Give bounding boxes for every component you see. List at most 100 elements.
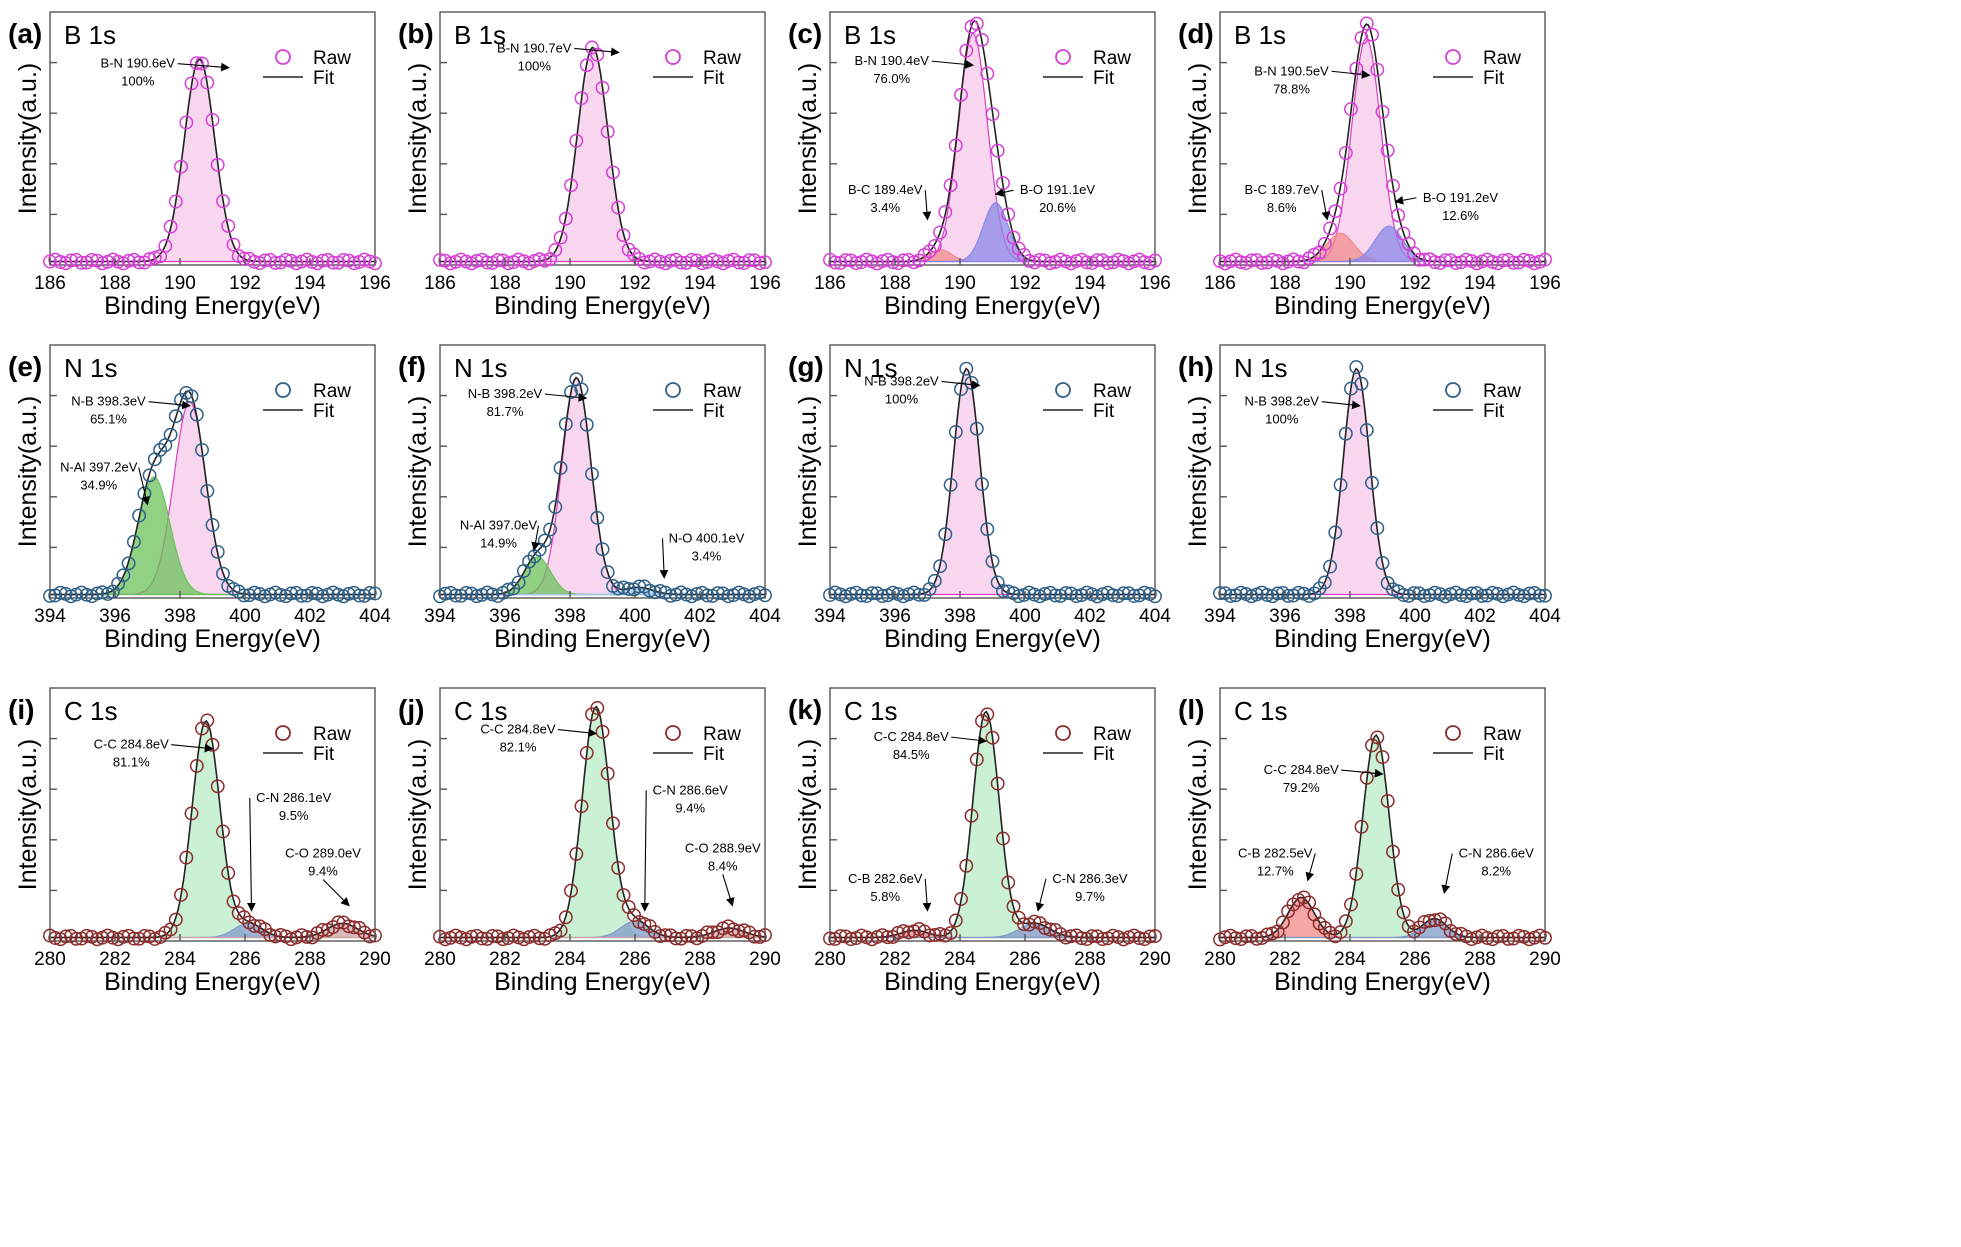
x-axis-title: Binding Energy(eV) [494,625,711,653]
raw-data-point [838,253,853,268]
raw-data-point [1417,252,1432,267]
raw-data-point [1281,588,1296,603]
raw-data-point [943,926,958,941]
x-tick-label: 186 [34,273,66,294]
y-axis-title: Intensity(a.u.) [404,739,432,890]
raw-data-point [1375,750,1390,765]
panel-label: (b) [398,18,434,49]
raw-data-point [284,586,299,601]
raw-data-point [1079,255,1094,270]
raw-data-point [163,219,178,234]
legend-fit-label: Fit [1093,68,1115,89]
y-axis-title: Intensity(a.u.) [14,63,42,214]
legend-raw-label: Raw [703,724,741,745]
x-tick-label: 282 [99,949,131,970]
raw-data-point [474,931,489,946]
raw-data-point [168,194,183,209]
x-axis-title: Binding Energy(eV) [494,292,711,320]
raw-data-point [522,554,537,569]
legend-fit-label: Fit [1093,401,1115,422]
raw-data-point [1027,914,1042,929]
raw-data-point [616,888,631,903]
raw-data-point [1037,920,1052,935]
legend-raw-label: Raw [313,724,351,745]
y-axis-title: Intensity(a.u.) [794,63,822,214]
annotation-label: N-B 398.2eV [468,386,543,401]
raw-data-point [1296,890,1311,905]
raw-data-point [758,255,772,270]
raw-data-point [710,586,725,601]
legend-raw-marker [665,725,681,741]
raw-data-point [1064,929,1079,944]
x-tick-label: 394 [814,606,846,627]
raw-data-point [896,924,911,939]
annotation-arrow [1341,768,1384,778]
raw-data-point [1448,256,1463,270]
raw-data-point [362,586,377,600]
raw-data-point [1359,770,1374,785]
raw-data-point [758,588,772,603]
raw-data-point [1417,914,1432,929]
raw-data-point [153,442,168,457]
raw-data-point [758,928,772,943]
raw-data-point [1032,252,1047,267]
raw-data-point [1317,575,1332,590]
raw-data-point [548,500,563,514]
panel-g: 394 396 398 400 402 404 Binding Energy(eV) Inte… [788,344,1171,653]
raw-data-point [1538,588,1552,603]
annotation-percent: 8.6% [1267,200,1297,215]
annotation-percent: 100% [885,391,919,406]
raw-data-point [1254,255,1269,270]
raw-data-point [480,255,495,270]
x-tick-label: 194 [1464,273,1496,294]
annotation-arrow [922,190,932,221]
raw-data-point [179,115,194,130]
annotation-label: N-O 400.1eV [669,530,745,545]
annotation-percent: 100% [518,58,552,73]
raw-data-point [1142,929,1157,944]
panel-label: (l) [1178,694,1204,725]
legend-raw-marker [665,49,681,65]
x-tick-label: 394 [424,606,456,627]
x-tick-label: 288 [1464,949,1496,970]
panel-label: (f) [398,351,426,382]
raw-data-point [1501,931,1516,946]
raw-data-point [268,255,283,270]
panel-label: (h) [1178,351,1214,382]
annotation-percent: 9.5% [279,808,309,823]
raw-data-point [1412,252,1427,267]
annotation-percent: 65.1% [90,412,127,427]
raw-data-point [579,745,594,760]
raw-data-point [969,752,984,767]
x-axis-title: Binding Energy(eV) [1274,292,1491,320]
annotation-label: C-N 286.6eV [1459,846,1534,861]
x-tick-label: 194 [684,273,716,294]
raw-data-point [574,91,589,106]
legend-raw-marker [275,725,291,741]
raw-data-point [959,858,974,873]
raw-data-point [1069,254,1084,269]
annotation-label: B-C 189.7eV [1245,182,1320,197]
x-tick-label: 284 [944,949,976,970]
x-tick-label: 290 [359,949,391,970]
annotation-arrow [1394,195,1417,205]
x-tick-label: 400 [1399,606,1431,627]
annotation-label: B-O 191.1eV [1020,182,1095,197]
raw-data-point [747,929,762,944]
raw-data-point [922,928,937,943]
core-level-label: B 1s [844,20,896,50]
core-level-label: B 1s [1234,20,1286,50]
annotation-percent: 76.0% [873,71,910,86]
plot-frame [439,344,766,599]
x-tick-label: 288 [294,949,326,970]
x-tick-label: 188 [99,273,131,294]
raw-data-point [184,806,199,821]
legend-raw-label: Raw [1483,381,1521,402]
raw-data-point [1148,253,1162,268]
raw-data-point [1344,102,1358,117]
x-tick-label: 394 [1204,606,1236,627]
raw-data-point [1407,586,1421,601]
raw-data-point [168,912,183,927]
x-tick-label: 186 [814,273,846,294]
legend-raw-marker [1055,725,1071,741]
